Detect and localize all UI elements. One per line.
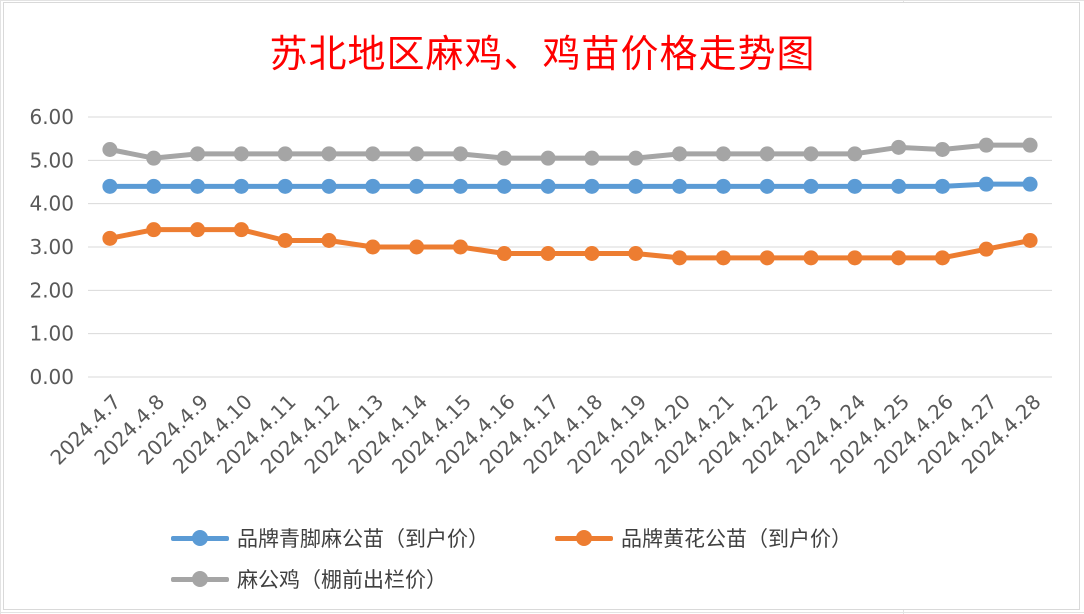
data-point-blue — [496, 178, 512, 194]
data-point-blue — [715, 178, 731, 194]
data-point-blue — [102, 178, 118, 194]
y-tick-label: 4.00 — [29, 192, 74, 216]
data-point-gray — [102, 142, 118, 157]
data-point-blue — [584, 178, 600, 194]
data-point-orange — [496, 246, 512, 261]
data-point-gray — [540, 150, 556, 166]
series-line-gray — [107, 142, 1033, 161]
data-point-blue — [233, 178, 249, 194]
data-point-blue — [409, 178, 425, 194]
data-point-orange — [584, 246, 600, 261]
data-point-blue — [978, 176, 994, 192]
data-point-gray — [233, 146, 249, 162]
data-point-blue — [759, 178, 775, 194]
data-point-gray — [584, 150, 600, 166]
data-point-orange — [102, 230, 118, 246]
data-point-orange — [891, 250, 907, 266]
data-point-gray — [978, 137, 994, 153]
data-point-gray — [934, 142, 950, 157]
data-point-orange — [146, 222, 162, 238]
data-point-gray — [409, 146, 425, 162]
y-tick-label: 1.00 — [29, 322, 74, 346]
data-point-gray — [146, 150, 162, 166]
data-point-gray — [1022, 137, 1038, 153]
data-point-blue — [190, 178, 206, 194]
y-tick-label: 5.00 — [29, 148, 74, 172]
data-point-blue — [277, 178, 293, 194]
data-point-blue — [146, 178, 162, 194]
series-line-orange — [107, 227, 1033, 261]
data-point-blue — [891, 178, 907, 194]
data-point-gray — [190, 146, 206, 162]
y-tick-label: 6.00 — [29, 105, 74, 129]
y-tick-label: 2.00 — [29, 278, 74, 302]
legend-label: 品牌青脚麻公苗（到户价） — [237, 527, 489, 551]
cell-gridline — [0, 0, 1084, 1]
legend-item-series-1: 品牌青脚麻公苗（到户价） — [171, 523, 489, 553]
data-point-gray — [277, 146, 293, 162]
legend-marker-gray — [171, 569, 229, 589]
data-point-gray — [452, 146, 468, 162]
data-point-gray — [628, 150, 644, 166]
plot-area: 0.001.002.003.004.005.006.002024.4.72024… — [29, 105, 1052, 479]
data-point-orange — [409, 239, 425, 255]
data-point-blue — [365, 178, 381, 194]
chart-object[interactable]: 苏北地区麻鸡、鸡苗价格走势图 0.00 1.00 2.00 3.00 4.00 5.00 6… — [3, 2, 1080, 610]
data-point-blue — [452, 178, 468, 194]
legend-marker-orange — [555, 528, 613, 548]
data-point-orange — [803, 250, 819, 266]
data-point-orange — [365, 239, 381, 255]
data-point-blue — [847, 178, 863, 194]
data-point-orange — [759, 250, 775, 266]
data-point-gray — [672, 146, 688, 162]
data-point-orange — [540, 246, 556, 261]
legend-marker-blue — [171, 528, 229, 548]
data-point-gray — [365, 146, 381, 162]
data-point-gray — [496, 150, 512, 166]
data-point-orange — [847, 250, 863, 266]
data-point-orange — [934, 250, 950, 266]
cell-gridline — [0, 612, 1084, 613]
data-point-blue — [628, 178, 644, 194]
legend-item-series-2: 品牌黄花公苗（到户价） — [555, 523, 852, 553]
data-point-gray — [803, 146, 819, 162]
data-point-gray — [891, 139, 907, 155]
data-point-gray — [847, 146, 863, 162]
data-point-orange — [452, 239, 468, 255]
data-point-gray — [759, 146, 775, 162]
data-point-blue — [672, 178, 688, 194]
data-point-gray — [321, 146, 337, 162]
legend-label: 麻公鸡（棚前出栏价） — [237, 568, 447, 592]
data-point-blue — [321, 178, 337, 194]
chart-title: 苏北地区麻鸡、鸡苗价格走势图 — [269, 32, 816, 76]
cell-gridline — [0, 0, 1, 614]
data-point-orange — [672, 250, 688, 266]
data-point-orange — [628, 246, 644, 261]
data-point-blue — [1022, 176, 1038, 192]
data-point-blue — [803, 178, 819, 194]
data-point-orange — [233, 222, 249, 238]
y-tick-label: 0.00 — [29, 365, 74, 389]
data-point-orange — [978, 241, 994, 257]
data-point-orange — [321, 233, 337, 248]
data-point-blue — [540, 178, 556, 194]
data-point-gray — [715, 146, 731, 162]
data-point-orange — [190, 222, 206, 238]
series-line-blue — [107, 181, 1033, 189]
data-point-orange — [277, 233, 293, 248]
legend-label: 品牌黄花公苗（到户价） — [621, 527, 852, 551]
data-point-orange — [715, 250, 731, 266]
legend-item-series-3: 麻公鸡（棚前出栏价） — [171, 564, 447, 594]
data-point-blue — [934, 178, 950, 194]
data-point-orange — [1022, 233, 1038, 248]
y-tick-label: 3.00 — [29, 235, 74, 259]
